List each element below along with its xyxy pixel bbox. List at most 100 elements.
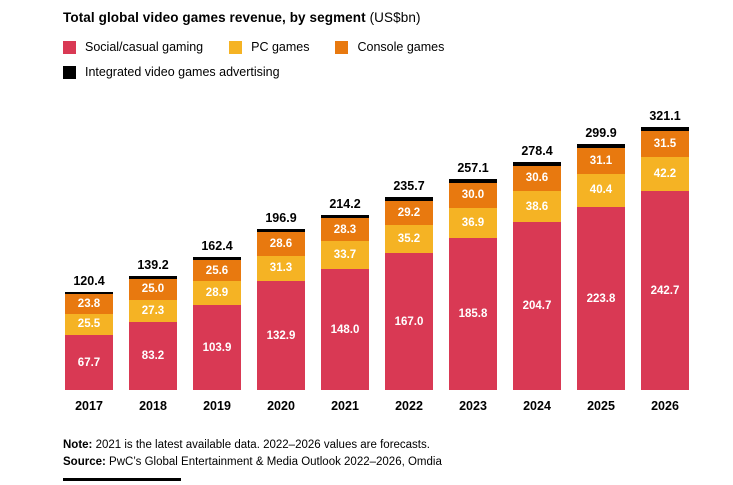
- stacked-bar: 30.0 36.9 185.8: [449, 179, 497, 391]
- stacked-bar: 28.6 31.3 132.9: [257, 228, 305, 391]
- bar-column: 257.1 30.0 36.9 185.8 2023: [449, 161, 497, 413]
- bar-segment: 242.7: [641, 191, 689, 391]
- bar-total-label: 299.9: [585, 126, 617, 141]
- bar-segment: 23.8: [65, 294, 113, 314]
- bar-segment: 29.2: [385, 200, 433, 225]
- bar-segment: [257, 228, 305, 233]
- chart-title: Total global video games revenue, by seg…: [63, 10, 703, 25]
- legend-item: Console games: [335, 40, 444, 54]
- legend-label: Social/casual gaming: [85, 40, 204, 54]
- stacked-bar: 30.6 38.6 204.7: [513, 161, 561, 391]
- bar-segment: [641, 127, 689, 131]
- legend-swatch: [335, 40, 349, 54]
- source-label: Source:: [63, 455, 106, 468]
- bar-segment: 25.0: [129, 279, 177, 300]
- bar-total-label: 139.2: [137, 258, 169, 273]
- bar-column: 162.4 25.6 28.9 103.9 2019: [193, 239, 241, 413]
- bar-segment: 30.6: [513, 165, 561, 191]
- stacked-bar: 29.2 35.2 167.0: [385, 197, 433, 391]
- legend-label: Integrated video games advertising: [85, 65, 280, 79]
- bar-segment: 223.8: [577, 206, 625, 391]
- legend-item: Integrated video games advertising: [63, 65, 280, 79]
- bar-total-label: 257.1: [457, 161, 489, 176]
- bar-total-label: 235.7: [393, 179, 425, 194]
- bar-segment: 30.0: [449, 183, 497, 208]
- legend-swatch: [63, 40, 76, 54]
- bar-segment: 132.9: [257, 281, 305, 391]
- x-axis-label: 2020: [267, 399, 295, 414]
- bar-total-label: 321.1: [649, 109, 681, 123]
- bar-segment: [129, 276, 177, 280]
- stacked-bar-chart: 120.4 23.8 25.5 67.7 2017 139.2 25.0 27.3 83.2 20…: [63, 109, 703, 413]
- bar-column: 321.1 31.5 42.2 242.7 2026: [641, 109, 689, 413]
- bar-segment: 36.9: [449, 207, 497, 238]
- bar-segment: 31.1: [577, 148, 625, 174]
- note-text: 2021 is the latest available data. 2022–…: [92, 439, 430, 452]
- legend-item: PC games: [229, 40, 309, 54]
- bar-segment: 25.5: [65, 313, 113, 335]
- bar-segment: 28.6: [257, 232, 305, 256]
- stacked-bar: 25.6 28.9 103.9: [193, 257, 241, 391]
- bar-segment: 167.0: [385, 253, 433, 391]
- x-axis-label: 2022: [395, 399, 423, 414]
- legend-label: Console games: [357, 40, 445, 54]
- bar-segment: 185.8: [449, 237, 497, 391]
- x-axis-label: 2017: [75, 399, 103, 414]
- x-axis-label: 2021: [331, 399, 359, 414]
- bar-column: 214.2 28.3 33.7 148.0 2021: [321, 196, 369, 414]
- bar-segment: [65, 291, 113, 295]
- bar-segment: [193, 257, 241, 261]
- x-axis-label: 2024: [523, 399, 551, 414]
- bar-segment: [577, 144, 625, 149]
- legend-label: PC games: [251, 40, 310, 54]
- x-axis-label: 2018: [139, 399, 167, 414]
- bar-column: 196.9 28.6 31.3 132.9 2020: [257, 210, 305, 414]
- bar-segment: 31.5: [641, 130, 689, 157]
- chart-title-unit: (US$bn): [365, 10, 421, 25]
- stacked-bar: 28.3 33.7 148.0: [321, 214, 369, 391]
- bar-segment: 28.9: [193, 281, 241, 306]
- bar-segment: [449, 179, 497, 183]
- x-axis-label: 2025: [587, 399, 615, 414]
- bar-total-label: 278.4: [521, 143, 553, 158]
- x-axis-label: 2019: [203, 399, 231, 414]
- legend-swatch: [229, 40, 243, 54]
- bar-segment: [385, 197, 433, 201]
- bar-column: 235.7 29.2 35.2 167.0 2022: [385, 179, 433, 413]
- bar-column: 278.4 30.6 38.6 204.7 2024: [513, 144, 561, 413]
- bar-column: 139.2 25.0 27.3 83.2 2018: [129, 258, 177, 413]
- bar-total-label: 214.2: [329, 196, 361, 211]
- stacked-bar: 25.0 27.3 83.2: [129, 276, 177, 391]
- legend-row-1: Social/casual gaming PC games Console game…: [63, 40, 703, 54]
- bar-total-label: 120.4: [73, 273, 105, 288]
- bar-segment: 103.9: [193, 305, 241, 391]
- bar-segment: 40.4: [577, 173, 625, 207]
- legend-row-2: Integrated video games advertising: [63, 65, 703, 79]
- bar-segment: [513, 161, 561, 166]
- x-axis-label: 2023: [459, 399, 487, 414]
- footnotes: Note: 2021 is the latest available data.…: [63, 437, 703, 470]
- bar-segment: 83.2: [129, 322, 177, 391]
- source-text: PwC’s Global Entertainment & Media Outlo…: [105, 455, 442, 468]
- x-axis-label: 2026: [651, 399, 679, 414]
- bar-segment: 27.3: [129, 299, 177, 323]
- chart-title-main: Total global video games revenue, by seg…: [63, 10, 366, 25]
- note-line: Note: 2021 is the latest available data.…: [63, 437, 703, 454]
- bar-segment: 33.7: [321, 241, 369, 269]
- bar-segment: 38.6: [513, 190, 561, 223]
- bar-segment: 28.3: [321, 218, 369, 242]
- bar-total-label: 162.4: [201, 239, 233, 254]
- bar-segment: 204.7: [513, 222, 561, 391]
- legend-item: Social/casual gaming: [63, 40, 203, 54]
- bar-segment: 35.2: [385, 224, 433, 254]
- bar-segment: 42.2: [641, 156, 689, 192]
- bottom-rule: [63, 477, 181, 481]
- bar-segment: 67.7: [65, 334, 113, 391]
- bar-total-label: 196.9: [265, 210, 297, 225]
- stacked-bar: 31.5 42.2 242.7: [641, 127, 689, 391]
- bar-column: 299.9 31.1 40.4 223.8 2025: [577, 126, 625, 413]
- bar-segment: [321, 214, 369, 219]
- bar-segment: 25.6: [193, 260, 241, 282]
- stacked-bar: 23.8 25.5 67.7: [65, 291, 113, 391]
